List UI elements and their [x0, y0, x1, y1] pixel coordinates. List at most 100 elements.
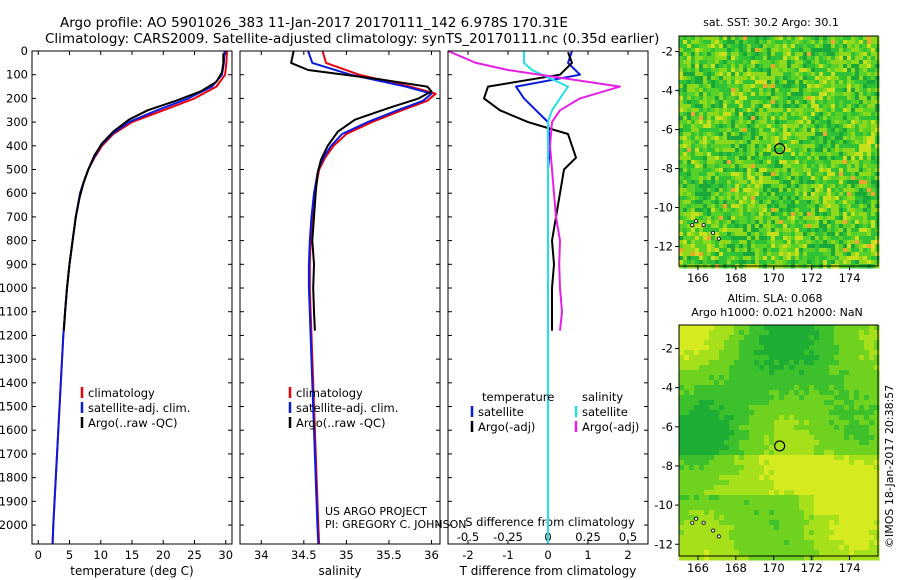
- sst_map-cell: [871, 196, 876, 201]
- sst_map-cell: [699, 184, 704, 189]
- sst_map-cell: [711, 124, 716, 129]
- sla_map-cell: [824, 395, 830, 401]
- sla_map-cell: [874, 510, 880, 516]
- sst_map-cell: [867, 104, 872, 109]
- sla_map-cell: [694, 405, 700, 411]
- sst_map-cell: [755, 132, 760, 137]
- sla_map-cell: [709, 530, 715, 536]
- sla_map-cell: [814, 430, 820, 436]
- sla_map-cell: [869, 460, 875, 466]
- sla_map-cell: [704, 370, 710, 376]
- sst_map-cell: [871, 192, 876, 197]
- sst_map-cell: [867, 120, 872, 125]
- sst_map-cell: [795, 136, 800, 141]
- sst_map-cell: [739, 212, 744, 217]
- sst_map-cell: [767, 88, 772, 93]
- sla_map-cell: [814, 355, 820, 361]
- sla_map-cell: [739, 535, 745, 541]
- sla_map-cell: [689, 430, 695, 436]
- sst_map-cell: [799, 60, 804, 65]
- sst_map-cell: [815, 152, 820, 157]
- sst_map-cell: [707, 180, 712, 185]
- sst_map-cell: [823, 132, 828, 137]
- sst_map-cell: [695, 148, 700, 153]
- sla_map-cell: [729, 440, 735, 446]
- sst_map-cell: [803, 220, 808, 225]
- sst_map-cell: [787, 220, 792, 225]
- sst_map-cell: [843, 184, 848, 189]
- sst_map-cell: [875, 160, 880, 165]
- sla_map-cell: [804, 390, 810, 396]
- sla_map-cell: [854, 400, 860, 406]
- sst_map-cell: [703, 232, 708, 237]
- sla_map-cell: [769, 350, 775, 356]
- sla_map-cell: [679, 395, 685, 401]
- sst_map-cell: [851, 100, 856, 105]
- sst_map-cell: [787, 156, 792, 161]
- sst_map-cell: [855, 36, 860, 41]
- sla_map-cell: [779, 360, 785, 366]
- sla_map-cell: [804, 385, 810, 391]
- sst_map-cell: [859, 200, 864, 205]
- sst_map-cell: [759, 260, 764, 265]
- sst_map-cell: [787, 140, 792, 145]
- sst_map-cell: [735, 236, 740, 241]
- sla_map-cell: [809, 345, 815, 351]
- sst_map-cell: [839, 216, 844, 221]
- sst_map-cell: [699, 60, 704, 65]
- sst_map-cell: [687, 228, 692, 233]
- sst_map-cell: [795, 108, 800, 113]
- sla_map-cell: [719, 375, 725, 381]
- sst_map-cell: [767, 156, 772, 161]
- sst_map-cell: [859, 68, 864, 73]
- sst_map-cell: [859, 72, 864, 77]
- sst_map-cell: [803, 248, 808, 253]
- sla_map-cell: [849, 385, 855, 391]
- sst_map-cell: [835, 76, 840, 81]
- sla_map-cell: [734, 480, 740, 486]
- sla_map-cell: [679, 520, 685, 526]
- sst_map-cell: [779, 248, 784, 253]
- sst_map-cell: [815, 212, 820, 217]
- sst_map-cell: [859, 220, 864, 225]
- sla_map-cell: [759, 530, 765, 536]
- sst_map-cell: [747, 144, 752, 149]
- sla_map-cell: [859, 540, 865, 546]
- sla_map-cell: [784, 415, 790, 421]
- sla_map-cell: [784, 515, 790, 521]
- sla_map-cell: [784, 405, 790, 411]
- sla_map-cell: [714, 360, 720, 366]
- sst_map-cell: [771, 84, 776, 89]
- sla_map-cell: [679, 420, 685, 426]
- sst_map-cell: [859, 40, 864, 45]
- sla_map-cell: [739, 500, 745, 506]
- sst_map-cell: [695, 248, 700, 253]
- sla_map-cell: [829, 405, 835, 411]
- sst_map-cell: [755, 124, 760, 129]
- sst_map-cell: [707, 80, 712, 85]
- sla_map-cell: [804, 335, 810, 341]
- sst_map-cell: [855, 184, 860, 189]
- sla_map-cell: [784, 510, 790, 516]
- sst_map-cell: [723, 184, 728, 189]
- sla_map-cell: [799, 475, 805, 481]
- sla_map-cell: [734, 375, 740, 381]
- sla_map-cell: [689, 375, 695, 381]
- sla_map-cell: [739, 440, 745, 446]
- sla_map-cell: [759, 455, 765, 461]
- sst_map-cell: [855, 212, 860, 217]
- sst_map-cell: [759, 228, 764, 233]
- sst_map-cell: [687, 156, 692, 161]
- sst_map-cell: [847, 148, 852, 153]
- sst_map-cell: [859, 232, 864, 237]
- sla_map-cell: [829, 435, 835, 441]
- sst_map-cell: [727, 96, 732, 101]
- sst_map-cell: [851, 164, 856, 169]
- sla_map-cell: [819, 495, 825, 501]
- sla_map-cell: [814, 530, 820, 536]
- sst_map-cell: [855, 204, 860, 209]
- sst_map-cell: [699, 116, 704, 121]
- sst_map-cell: [771, 128, 776, 133]
- sla_map-cell: [799, 540, 805, 546]
- sst_map-cell: [755, 92, 760, 97]
